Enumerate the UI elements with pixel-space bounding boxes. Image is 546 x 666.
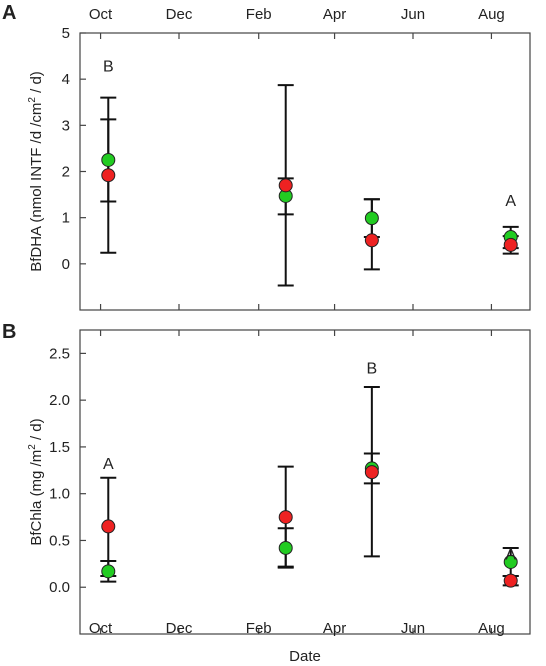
- significance-label: B: [103, 58, 114, 75]
- y-tick-label: 5: [62, 25, 70, 42]
- y-axis-title-superscript: 2: [27, 97, 38, 103]
- data-point: [101, 519, 116, 534]
- y-tick-label: 0.0: [49, 579, 70, 596]
- y-tick-label: 0.5: [49, 532, 70, 549]
- data-point: [364, 211, 379, 226]
- x-tick-label: Jun: [401, 6, 425, 23]
- x-tick-label: Dec: [166, 6, 193, 23]
- y-tick-label: 4: [62, 71, 70, 88]
- data-point: [278, 510, 293, 525]
- x-tick-label: Feb: [246, 620, 272, 637]
- data-point: [364, 465, 379, 480]
- y-tick-label: 2.0: [49, 392, 70, 409]
- data-point: [503, 573, 518, 588]
- y-axis-title: BfChla (mg /m2 / d): [27, 418, 45, 545]
- y-axis-title-part: BfChla (mg /m: [28, 450, 45, 546]
- data-point: [278, 178, 293, 193]
- y-tick-label: 3: [62, 117, 70, 134]
- panel-A: A 0 1 2 3 4 5 Oct Dec Feb Apr Jun Aug BfDHA (nmol INT…: [2, 2, 531, 311]
- x-tick-label: Oct: [89, 620, 113, 637]
- y-axis-title-part: BfDHA (nmol INTF /d /cm: [28, 103, 45, 272]
- y-tick-label: 1.0: [49, 486, 70, 503]
- y-tick-label: 1: [62, 210, 70, 227]
- plot-frame: [79, 329, 531, 635]
- data-point: [101, 564, 116, 579]
- panel-letter: A: [2, 2, 16, 24]
- data-point: [503, 554, 518, 569]
- data-point: [503, 237, 518, 252]
- y-tick-label: 2: [62, 164, 70, 181]
- y-tick-label: 0: [62, 256, 70, 273]
- x-tick-label: Feb: [246, 6, 272, 23]
- panel-letter: B: [2, 321, 16, 343]
- significance-label: A: [505, 193, 516, 210]
- y-tick-label: 2.5: [49, 345, 70, 362]
- panel-B: B 0.0 0.5 1.0 1.5 2.0 2.5 Oct Dec Feb Apr Jun Aug BfC…: [2, 321, 531, 665]
- plot-frame: [79, 32, 531, 311]
- y-axis-title-superscript: 2: [27, 444, 38, 450]
- y-axis-title-part: / d): [28, 418, 45, 444]
- x-tick-label: Apr: [323, 620, 346, 637]
- y-axis-title: BfDHA (nmol INTF /d /cm2 / d): [27, 71, 45, 272]
- x-tick-label: Oct: [89, 6, 113, 23]
- x-axis-title: Date: [289, 648, 321, 665]
- y-tick-label: 1.5: [49, 439, 70, 456]
- data-point: [364, 233, 379, 248]
- data-point: [278, 540, 293, 555]
- significance-label: A: [505, 547, 516, 564]
- significance-label: A: [103, 456, 114, 473]
- x-tick-label: Dec: [166, 620, 193, 637]
- y-axis-title-part: / d): [28, 71, 45, 97]
- significance-label: B: [367, 360, 378, 377]
- x-tick-label: Aug: [478, 6, 505, 23]
- x-tick-label: Jun: [401, 620, 425, 637]
- data-point: [101, 152, 116, 167]
- data-point: [101, 168, 116, 183]
- x-tick-label: Aug: [478, 620, 505, 637]
- x-tick-label: Apr: [323, 6, 346, 23]
